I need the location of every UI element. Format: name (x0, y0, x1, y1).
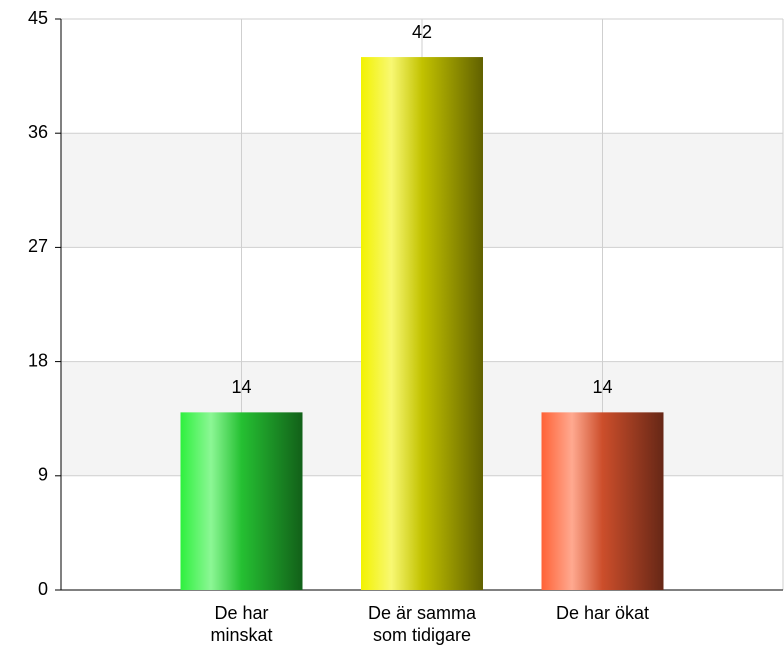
x-tick-label: De är samma som tidigare (367, 603, 477, 645)
y-tick-label: 18 (28, 350, 48, 370)
bar (541, 412, 664, 590)
value-label: 14 (231, 377, 251, 397)
value-label: 42 (412, 22, 432, 42)
y-tick-label: 36 (28, 122, 48, 142)
x-tick-label: De har ökat (555, 603, 650, 623)
value-label: 14 (592, 377, 612, 397)
y-tick-label: 0 (38, 579, 48, 599)
y-tick-label: 9 (38, 465, 48, 485)
x-tick-label: De har minskat (210, 603, 273, 645)
bar (180, 412, 303, 590)
y-tick-label: 45 (28, 8, 48, 28)
bar (361, 57, 483, 591)
y-tick-label: 27 (28, 236, 48, 256)
